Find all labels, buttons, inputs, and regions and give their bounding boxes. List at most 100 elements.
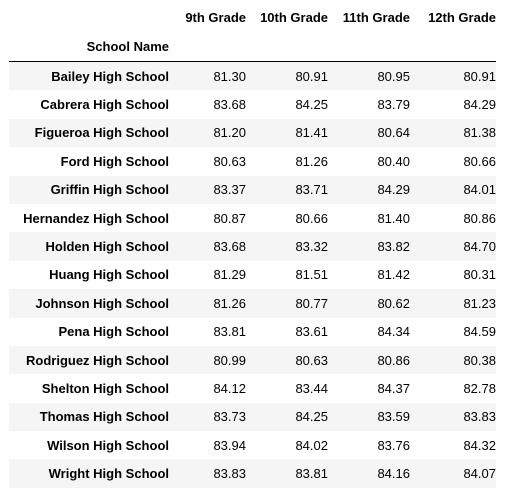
table-row: Wright High School 83.83 83.81 84.16 84.07 <box>9 459 496 488</box>
table-cell: 80.38 <box>463 352 496 368</box>
table-row: Huang High School 81.29 81.51 81.42 80.31 <box>9 260 496 290</box>
table-cell: 83.81 <box>295 466 328 482</box>
column-header-11th-grade: 11th Grade <box>342 10 410 25</box>
row-index-school-name: Thomas High School <box>39 409 169 425</box>
table-cell: 84.25 <box>295 97 328 113</box>
table-cell: 80.31 <box>463 267 496 283</box>
row-index-school-name: Wright High School <box>48 466 169 482</box>
table-cell: 84.02 <box>295 437 328 453</box>
column-header-12th-grade: 12th Grade <box>428 10 496 25</box>
table-cell: 84.70 <box>463 239 496 255</box>
table-cell: 80.66 <box>295 210 328 226</box>
table-body: Bailey High School 81.30 80.91 80.95 80.91 Ca… <box>9 61 496 488</box>
row-index-school-name: Pena High School <box>58 324 169 340</box>
table-row: Shelton High School 84.12 83.44 84.37 82.78 <box>9 374 496 403</box>
table-row: Johnson High School 81.26 80.77 80.62 81.23 <box>9 289 496 318</box>
table-cell: 80.77 <box>295 295 328 311</box>
table-cell: 80.66 <box>463 153 496 169</box>
table-cell: 80.91 <box>295 68 328 84</box>
table-cell: 80.40 <box>377 153 410 169</box>
row-index-school-name: Wilson High School <box>47 437 169 453</box>
table-cell: 83.44 <box>295 380 328 396</box>
table-cell: 83.61 <box>295 324 328 340</box>
index-name-row: School Name <box>9 32 496 62</box>
table-cell: 83.76 <box>377 437 410 453</box>
column-header-row: 9th Grade 10th Grade 11th Grade 12th Gra… <box>9 3 496 32</box>
table-cell: 81.40 <box>377 210 410 226</box>
table-cell: 80.99 <box>213 352 246 368</box>
table-cell: 81.30 <box>213 68 246 84</box>
row-index-school-name: Bailey High School <box>51 68 169 84</box>
table-cell: 83.68 <box>213 239 246 255</box>
table-cell: 81.41 <box>295 125 328 141</box>
table-header: 9th Grade 10th Grade 11th Grade 12th Gra… <box>9 3 496 62</box>
table-cell: 80.95 <box>377 68 410 84</box>
row-index-school-name: Shelton High School <box>41 380 169 396</box>
table-row: Griffin High School 83.37 83.71 84.29 84.01 <box>9 175 496 204</box>
table-cell: 84.25 <box>295 409 328 425</box>
table-cell: 84.34 <box>377 324 410 340</box>
table-cell: 80.86 <box>377 352 410 368</box>
table-cell: 83.82 <box>377 239 410 255</box>
row-index-school-name: Holden High School <box>45 239 170 255</box>
table-cell: 81.20 <box>213 125 246 141</box>
table-cell: 81.23 <box>463 295 496 311</box>
table-cell: 83.32 <box>295 239 328 255</box>
table-row: Bailey High School 81.30 80.91 80.95 80.91 <box>9 61 496 91</box>
table-row: Ford High School 80.63 81.26 80.40 80.66 <box>9 147 496 176</box>
table-cell: 81.26 <box>213 295 246 311</box>
table-cell: 80.91 <box>463 68 496 84</box>
column-header-9th-grade: 9th Grade <box>185 10 246 25</box>
table-cell: 84.01 <box>463 182 496 198</box>
column-header-10th-grade: 10th Grade <box>260 10 328 25</box>
row-index-school-name: Cabrera High School <box>40 97 169 113</box>
row-index-school-name: Figueroa High School <box>34 125 169 141</box>
table-cell: 83.59 <box>377 409 410 425</box>
table-cell: 84.32 <box>463 437 496 453</box>
row-index-school-name: Ford High School <box>60 153 169 169</box>
row-index-school-name: Hernandez High School <box>23 210 169 226</box>
table-cell: 82.78 <box>463 380 496 396</box>
table-row: Rodriguez High School 80.99 80.63 80.86 80.3… <box>9 345 496 375</box>
table-cell: 80.64 <box>377 125 410 141</box>
table-cell: 81.26 <box>295 153 328 169</box>
table-cell: 83.79 <box>377 97 410 113</box>
table-cell: 84.29 <box>377 182 410 198</box>
table-cell: 83.83 <box>463 409 496 425</box>
table-row: Cabrera High School 83.68 84.25 83.79 84.29 <box>9 90 496 119</box>
table-cell: 81.51 <box>295 267 328 283</box>
row-index-school-name: Griffin High School <box>50 182 169 198</box>
table-cell: 83.71 <box>295 182 328 198</box>
table-cell: 83.68 <box>213 97 246 113</box>
table-cell: 84.16 <box>377 466 410 482</box>
table-cell: 83.73 <box>213 409 246 425</box>
table-cell: 80.63 <box>295 352 328 368</box>
table-cell: 84.59 <box>463 324 496 340</box>
row-index-school-name: Rodriguez High School <box>26 352 169 368</box>
table-cell: 83.94 <box>213 437 246 453</box>
corner-blank <box>9 3 169 32</box>
table-cell: 81.38 <box>463 125 496 141</box>
table-cell: 80.87 <box>213 210 246 226</box>
table-row: Thomas High School 83.73 84.25 83.59 83.83 <box>9 402 496 432</box>
table-cell: 84.29 <box>463 97 496 113</box>
table-row: Holden High School 83.68 83.32 83.82 84.70 <box>9 232 496 261</box>
table-cell: 80.86 <box>463 210 496 226</box>
table-cell: 83.37 <box>213 182 246 198</box>
grade-scores-table: 9th Grade 10th Grade 11th Grade 12th Gra… <box>9 3 496 488</box>
row-index-school-name: Johnson High School <box>35 295 169 311</box>
table-row: Wilson High School 83.94 84.02 83.76 84.32 <box>9 431 496 460</box>
table-cell: 80.62 <box>377 295 410 311</box>
table-cell: 81.29 <box>213 267 246 283</box>
index-name-header: School Name <box>86 39 169 54</box>
table-row: Figueroa High School 81.20 81.41 80.64 81.38 <box>9 118 496 148</box>
table-cell: 84.37 <box>377 380 410 396</box>
table-row: Hernandez High School 80.87 80.66 81.40 80.8… <box>9 203 496 233</box>
table-cell: 83.83 <box>213 466 246 482</box>
table-cell: 83.81 <box>213 324 246 340</box>
row-index-school-name: Huang High School <box>49 267 169 283</box>
table-cell: 84.07 <box>463 466 496 482</box>
table-cell: 80.63 <box>213 153 246 169</box>
table-row: Pena High School 83.81 83.61 84.34 84.59 <box>9 317 496 346</box>
